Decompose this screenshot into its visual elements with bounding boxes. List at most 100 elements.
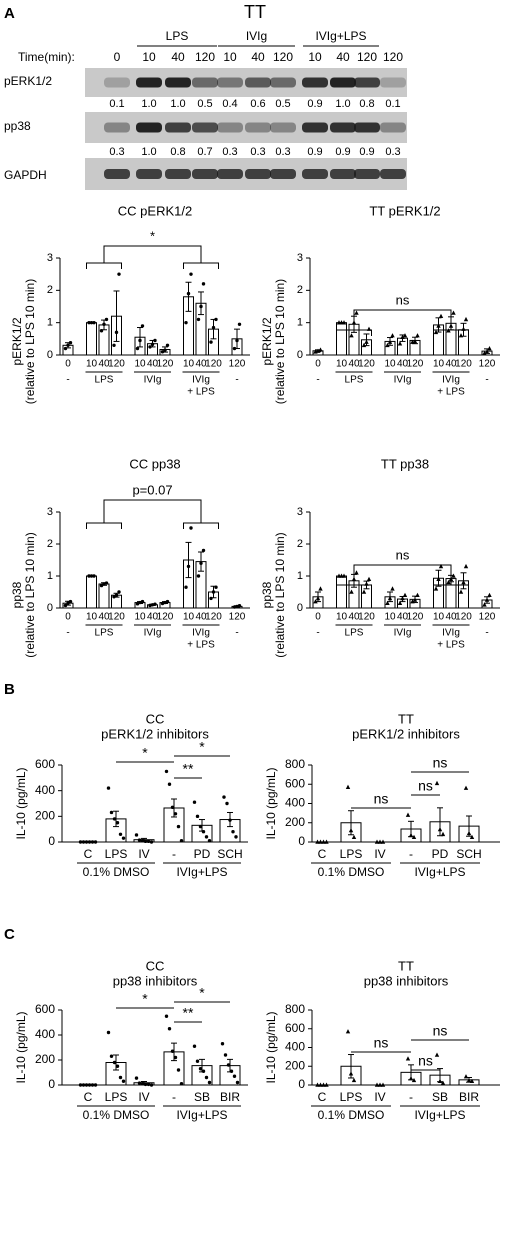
- significance-label: ns: [433, 755, 448, 771]
- group-label: IVIg+LPS: [315, 29, 366, 43]
- data-point: [385, 600, 390, 605]
- data-point: [451, 310, 456, 315]
- significance-label: ns: [396, 292, 410, 307]
- quantification: 0.5: [275, 98, 290, 110]
- group-label: 0.1% DMSO: [83, 1108, 150, 1122]
- data-point: [231, 830, 235, 834]
- blot-band: [302, 77, 328, 88]
- data-point: [93, 840, 98, 844]
- y-tick-label: 1: [47, 317, 53, 329]
- data-point: [315, 595, 321, 601]
- x-tick-label: 40: [348, 359, 360, 370]
- data-point: [117, 272, 121, 276]
- blot-band: [217, 169, 243, 179]
- y-tick-label: 2: [47, 538, 53, 550]
- group-label: IVIg: [192, 628, 210, 639]
- chart-title: pERK1/2 inhibitors: [101, 726, 209, 741]
- error-bar: [185, 541, 192, 579]
- y-tick-label: 600: [35, 757, 55, 771]
- blot-band: [136, 77, 162, 88]
- data-point: [351, 834, 357, 839]
- bar: [336, 575, 347, 609]
- x-tick-label: -: [409, 847, 413, 861]
- data-point: [89, 320, 94, 325]
- significance-label: ns: [374, 791, 389, 807]
- x-tick-label: 0: [315, 612, 321, 623]
- data-point: [438, 563, 444, 569]
- y-axis-label: (relative to LPS 10 min): [273, 532, 287, 657]
- quantification: 0.3: [250, 146, 265, 158]
- data-point: [446, 579, 451, 585]
- quantification: 0.3: [385, 146, 400, 158]
- data-point: [184, 320, 188, 325]
- significance-label: *: [150, 228, 155, 243]
- data-point: [196, 574, 201, 578]
- bar: [86, 575, 97, 609]
- y-tick-label: 0: [298, 834, 305, 848]
- chart-title: pp38 inhibitors: [113, 973, 198, 988]
- quantification: 0.8: [359, 98, 374, 110]
- blot-band: [330, 77, 356, 88]
- bracket: [353, 564, 452, 585]
- data-point: [348, 827, 354, 833]
- data-point: [400, 334, 405, 340]
- significance-label: **: [183, 761, 194, 777]
- data-point: [390, 586, 395, 591]
- data-point: [118, 832, 123, 836]
- data-point: [324, 1082, 329, 1087]
- data-point: [204, 835, 209, 839]
- lane-label: 120: [273, 50, 293, 64]
- data-point: [68, 341, 73, 345]
- x-tick-label: 120: [455, 612, 472, 623]
- data-point: [415, 592, 420, 597]
- data-point: [385, 342, 390, 348]
- data-point: [469, 1078, 475, 1084]
- data-point: [214, 317, 218, 322]
- x-tick-label: 10: [183, 612, 195, 623]
- quantification: 0.9: [335, 146, 350, 158]
- x-tick-label: -: [409, 1090, 413, 1104]
- data-point: [364, 339, 369, 344]
- x-tick-label: LPS: [105, 1090, 128, 1104]
- data-point: [198, 1067, 203, 1071]
- data-point: [390, 333, 395, 338]
- data-point: [66, 343, 70, 347]
- group-label: IVIg: [394, 628, 412, 639]
- x-tick-label: -: [172, 847, 176, 861]
- data-point: [179, 1082, 184, 1086]
- group-label: IVIg: [192, 375, 210, 386]
- chart-title: pERK1/2 inhibitors: [352, 726, 460, 741]
- x-tick-label: PD: [432, 847, 449, 861]
- group-label: -: [316, 375, 319, 386]
- y-axis-label: IL-10 (pg/mL): [264, 1011, 278, 1083]
- blot-band: [245, 169, 271, 179]
- quantification: 0.8: [170, 146, 185, 158]
- data-point: [402, 592, 408, 597]
- data-point: [437, 826, 443, 832]
- group-label: IVIg+LPS: [176, 1108, 227, 1122]
- blot-band: [217, 122, 243, 133]
- data-point: [402, 333, 408, 338]
- data-point: [387, 339, 393, 344]
- bar: [86, 322, 97, 356]
- blot-band: [165, 77, 191, 88]
- data-point: [408, 832, 414, 838]
- data-point: [341, 573, 347, 578]
- lane-label: 0: [114, 50, 121, 64]
- data-point: [87, 320, 91, 325]
- data-point: [318, 347, 323, 352]
- data-point: [207, 839, 212, 843]
- data-point: [192, 800, 197, 804]
- data-point: [179, 839, 184, 843]
- data-point: [235, 338, 239, 343]
- data-point: [434, 780, 440, 786]
- data-point: [189, 272, 193, 276]
- data-point: [176, 1068, 181, 1072]
- data-point: [463, 563, 469, 569]
- chart-title: CC: [146, 711, 165, 726]
- y-axis-label: IL-10 (pg/mL): [14, 1011, 28, 1083]
- bar: [336, 322, 347, 356]
- x-tick-label: 120: [455, 359, 472, 370]
- data-point: [201, 282, 206, 286]
